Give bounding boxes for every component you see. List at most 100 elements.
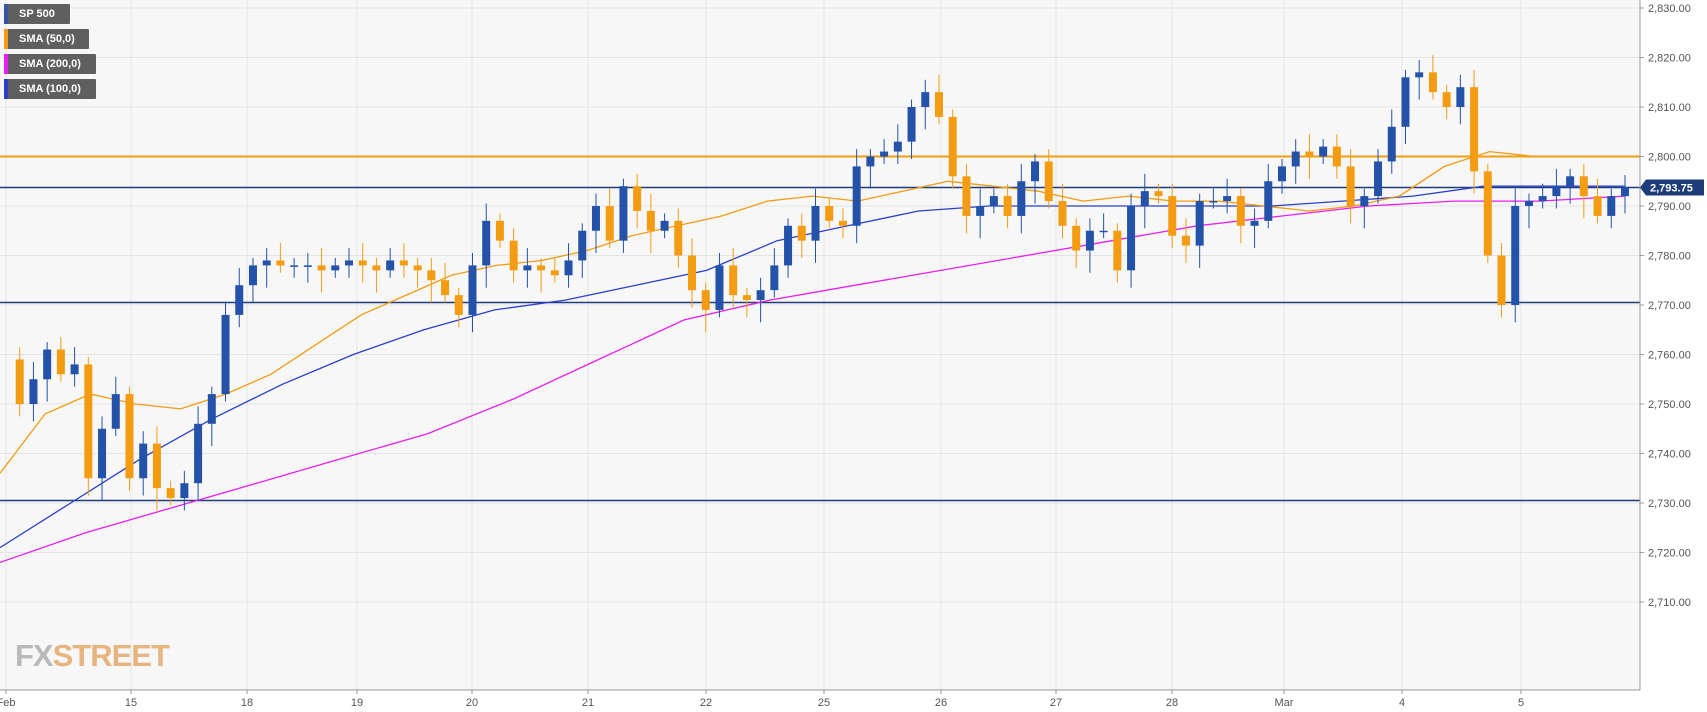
candle-body xyxy=(921,92,930,107)
candle-body xyxy=(660,220,669,231)
plot-background xyxy=(0,0,1640,690)
candle-body xyxy=(1223,196,1232,202)
candle-body xyxy=(797,225,806,241)
candle-body xyxy=(1511,206,1520,305)
candle-body xyxy=(125,394,134,479)
candle-body xyxy=(784,225,793,266)
candle-body xyxy=(989,196,998,206)
candle-body xyxy=(1044,161,1053,202)
candle-body xyxy=(1621,187,1629,197)
y-tick-label: 2,740.00 xyxy=(1648,449,1691,461)
x-axis: Feb 15 18 19 20 21 22 25 26 27 28 Mar 4 5 xyxy=(0,689,1640,709)
x-tick-label: 19 xyxy=(351,697,363,709)
candle-body xyxy=(715,265,724,310)
candle-body xyxy=(756,290,765,301)
candle-body xyxy=(276,260,285,266)
candle-body xyxy=(235,285,244,315)
candle-body xyxy=(1099,230,1108,233)
candle-body xyxy=(70,364,79,375)
candle-body xyxy=(1579,176,1588,197)
legend-swatch xyxy=(4,29,8,49)
candle-body xyxy=(1085,230,1094,251)
x-tick-label: 21 xyxy=(582,697,594,709)
candle-body xyxy=(578,230,587,261)
legend-item-sma200[interactable]: SMA (200,0) xyxy=(4,54,96,74)
candle-body xyxy=(1552,186,1561,197)
y-tick-label: 2,760.00 xyxy=(1648,350,1691,362)
candle-body xyxy=(454,295,463,315)
candle-body xyxy=(1236,196,1245,226)
legend: SP 500 SMA (50,0) SMA (200,0) SMA (100,0… xyxy=(4,4,96,104)
candle-body xyxy=(1181,235,1190,246)
candle-body xyxy=(331,265,340,271)
candle-body xyxy=(166,488,175,499)
candle-body xyxy=(345,260,354,266)
candle-body xyxy=(1401,77,1410,127)
price-tag-box xyxy=(1640,179,1704,196)
candle-body xyxy=(1607,196,1616,216)
candle-body xyxy=(907,107,916,142)
candle-body xyxy=(1072,225,1081,251)
candle-body xyxy=(152,443,161,489)
legend-label: SMA (50,0) xyxy=(19,33,75,45)
candle-body xyxy=(1538,196,1547,202)
candle-body xyxy=(591,206,600,231)
y-tick-label: 2,820.00 xyxy=(1648,53,1691,65)
candle-body xyxy=(976,206,985,216)
candle-body xyxy=(729,265,738,296)
candle-body xyxy=(770,265,779,291)
candle-body xyxy=(15,359,24,404)
candle-body xyxy=(1470,87,1479,172)
candle-body xyxy=(1209,201,1218,203)
candle-body xyxy=(1524,201,1533,206)
y-tick-label: 2,730.00 xyxy=(1648,498,1691,510)
candle-body xyxy=(1374,161,1383,197)
candle-body xyxy=(1442,92,1451,107)
candle-body xyxy=(1415,72,1424,78)
candle-body xyxy=(413,265,422,271)
logo-street: STREET xyxy=(52,638,170,673)
candle-body xyxy=(1319,146,1328,157)
y-tick-label: 2,830.00 xyxy=(1648,3,1691,15)
legend-item-sma50[interactable]: SMA (50,0) xyxy=(4,29,89,49)
y-tick-label: 2,800.00 xyxy=(1648,152,1691,164)
x-tick-label: 27 xyxy=(1050,697,1062,709)
x-tick-label: 22 xyxy=(700,697,712,709)
candle-body xyxy=(1195,201,1204,246)
candle-body xyxy=(1127,206,1136,271)
candle-body xyxy=(825,206,834,221)
candle-body xyxy=(1305,151,1314,157)
x-tick-label: 15 xyxy=(125,697,137,709)
logo-fx: FX xyxy=(15,638,54,673)
legend-item-sp500[interactable]: SP 500 xyxy=(4,4,70,24)
candle-body xyxy=(303,265,312,267)
x-tick-label: 28 xyxy=(1166,697,1178,709)
candle-body xyxy=(1277,166,1286,182)
candle-body xyxy=(866,156,875,167)
candle-body xyxy=(386,260,395,271)
candle-body xyxy=(180,483,189,499)
candle-body xyxy=(742,295,751,301)
legend-item-sma100[interactable]: SMA (100,0) xyxy=(4,79,96,99)
y-tick-label: 2,720.00 xyxy=(1648,548,1691,560)
candle-body xyxy=(111,394,120,429)
candle-body xyxy=(84,364,93,479)
x-tick-label: Feb xyxy=(0,697,15,709)
legend-swatch xyxy=(4,54,8,74)
candle-body xyxy=(441,280,450,296)
candle-body xyxy=(262,260,271,266)
x-tick-label: 20 xyxy=(466,697,478,709)
candle-body xyxy=(633,186,642,211)
y-axis: 2,830.00 2,820.00 2,810.00 2,800.00 2,790.00… xyxy=(1639,0,1691,690)
candle-body xyxy=(1360,196,1369,206)
candle-body xyxy=(646,210,655,231)
candle-body xyxy=(194,423,203,484)
candle-body xyxy=(495,220,504,241)
y-tick-label: 2,710.00 xyxy=(1648,597,1691,609)
legend-label: SMA (200,0) xyxy=(19,58,81,70)
candlesticks xyxy=(15,55,1629,511)
sma-200-line xyxy=(0,195,1626,564)
candle-body xyxy=(701,290,710,310)
candle-body xyxy=(688,255,697,291)
legend-swatch xyxy=(4,79,8,99)
